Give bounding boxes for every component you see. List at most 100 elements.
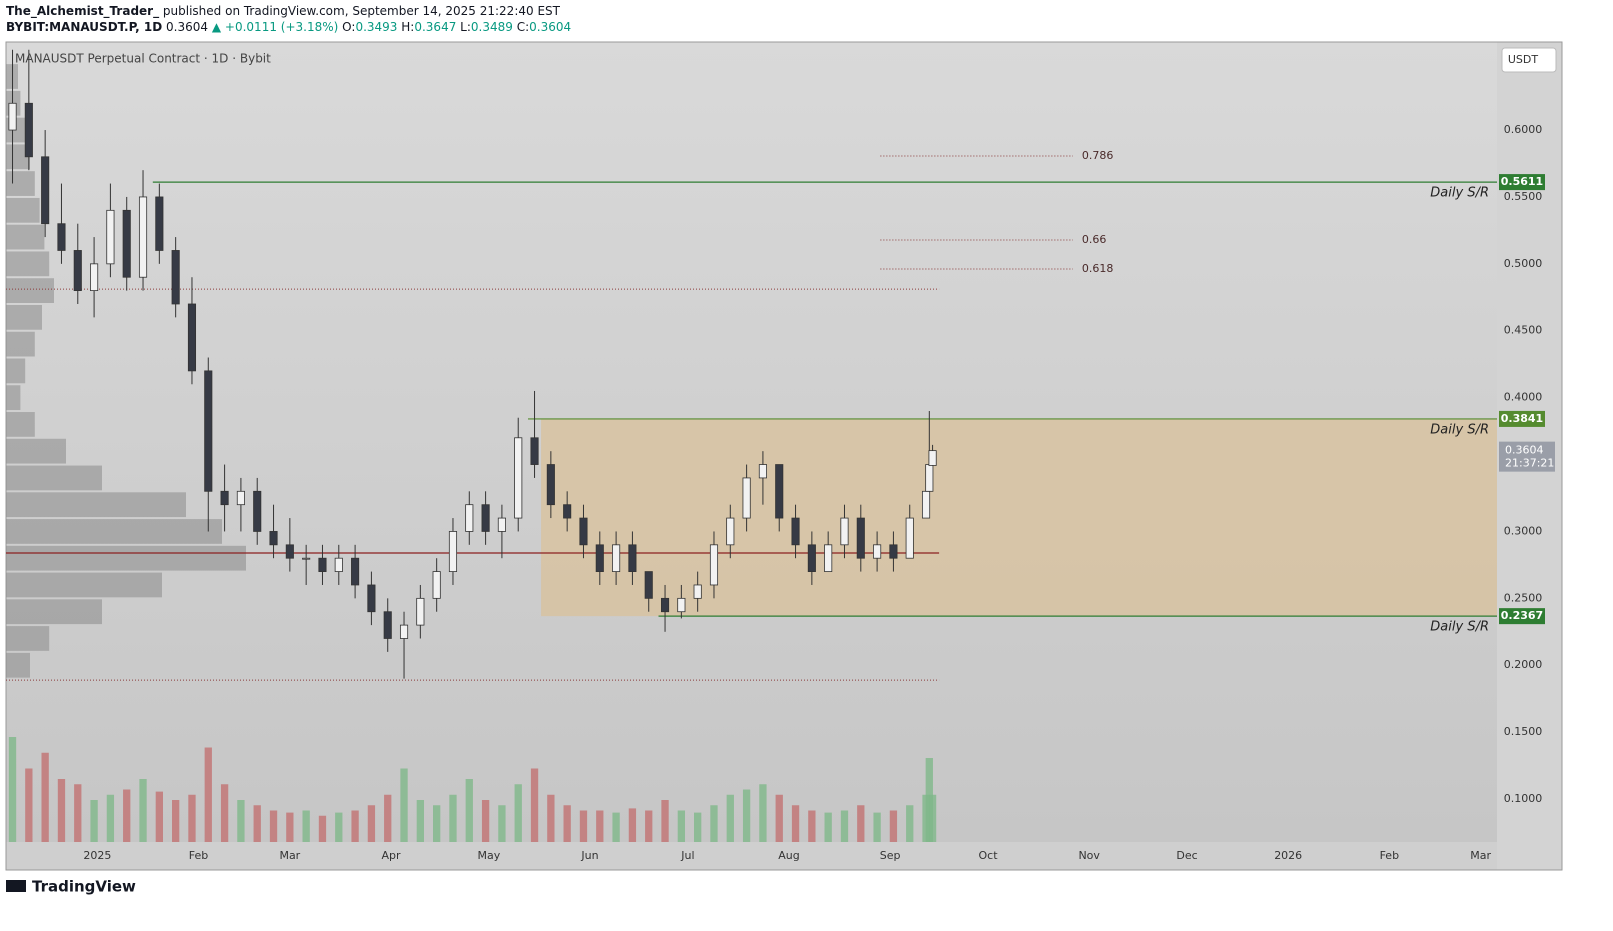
candle-body (399, 624, 409, 639)
volume-bar (318, 815, 327, 842)
volume-bar (384, 794, 392, 842)
volume-bar (41, 752, 49, 842)
volume-bar (481, 800, 490, 842)
brand: TradingView (32, 878, 136, 896)
candle-body (106, 209, 115, 265)
volume-bar (694, 812, 702, 842)
candle-body (921, 490, 931, 519)
c: 0.3604 (529, 20, 572, 34)
candle-body (514, 437, 523, 519)
candle-body (726, 517, 735, 546)
volume-bar (645, 810, 653, 842)
o: 0.3493 (355, 20, 398, 34)
sr-price-tag (1499, 608, 1545, 625)
volume-bar (808, 810, 816, 842)
candle-body (660, 597, 670, 613)
x-tick-label: Apr (381, 849, 401, 862)
volume-bar (791, 805, 800, 842)
sr-price-tag (1499, 410, 1545, 427)
price: 0.3604 (166, 20, 209, 34)
y-tick-label: 0.5000 (1504, 257, 1543, 270)
currency-button[interactable] (1501, 47, 1557, 73)
volume-profile-bar (6, 492, 186, 518)
y-tick-label: 0.1000 (1504, 792, 1543, 805)
candle-body (269, 531, 278, 546)
candle-body (8, 102, 17, 131)
l: 0.3489 (470, 20, 513, 34)
candle-body (220, 490, 229, 506)
volume-bar (172, 800, 180, 842)
chart-title: MANAUSDT Perpetual Contract · 1D · Bybit (15, 52, 271, 66)
candle-body (285, 544, 294, 559)
x-tick-label: Sep (880, 849, 901, 862)
time-axis (6, 842, 1497, 870)
author: The_Alchemist_Trader_ (6, 4, 160, 18)
y-tick-label: 0.6000 (1504, 123, 1543, 136)
candle-body (432, 571, 441, 599)
volume-bar (335, 812, 343, 842)
volume-bar (204, 747, 212, 842)
volume-bar (123, 789, 131, 842)
volume-bar (269, 810, 278, 842)
candle-body (595, 544, 604, 572)
candle-body (334, 557, 343, 572)
c-label: C: (516, 20, 530, 34)
volume-profile-bar (6, 224, 45, 250)
volume-bar (155, 791, 163, 842)
brand-logo: TradingView (6, 878, 136, 896)
volume-bar (351, 810, 359, 842)
x-tick-label: Jun (580, 849, 598, 862)
volume-bar (253, 805, 261, 842)
volume-profile-bar (6, 412, 35, 437)
candle-body (840, 517, 849, 546)
x-tick-label: Aug (778, 849, 799, 862)
candle-body (187, 303, 197, 372)
candle-body (563, 504, 572, 519)
volume-bar (220, 784, 229, 842)
volume-bar (8, 737, 17, 842)
volume-profile-bar (6, 278, 54, 303)
x-tick-label: 2025 (83, 849, 111, 862)
candle-body (481, 504, 490, 532)
last-price: 0.3604 (1505, 444, 1544, 457)
volume-bar (400, 768, 408, 842)
publish-line: The_Alchemist_Trader_ published on Tradi… (6, 4, 560, 18)
y-tick-label: 0.5500 (1504, 190, 1543, 203)
candle-body (383, 611, 392, 639)
candle-body (171, 250, 180, 305)
y-tick-label: 0.4000 (1504, 391, 1543, 404)
x-tick-label: Oct (979, 849, 999, 862)
x-tick-label: Feb (1380, 849, 1399, 862)
candle-body (448, 531, 458, 572)
volume-profile-bar (6, 465, 102, 491)
volume-bar (188, 794, 196, 842)
candle-body (530, 437, 539, 465)
volume-bar (759, 784, 767, 842)
candle-body (579, 517, 588, 546)
volume-profile-bar (6, 519, 222, 544)
sr-price-label: 0.5611 (1501, 175, 1543, 188)
candle-body (791, 517, 800, 546)
sr-text: Daily S/R (1430, 186, 1489, 201)
volume-bar (857, 805, 865, 842)
candle-body (236, 490, 245, 506)
y-tick-label: 0.2500 (1504, 591, 1543, 604)
candle-body (677, 597, 686, 613)
volume-bar (928, 794, 937, 842)
candle-body (73, 250, 82, 292)
volume-bar (726, 794, 734, 842)
candle-body (546, 464, 555, 506)
candle-body (628, 544, 637, 572)
volume-bar (286, 812, 294, 842)
candle-body (693, 584, 702, 599)
volume-bar (237, 800, 245, 842)
volume-bar (628, 808, 637, 842)
candle-body (204, 370, 213, 492)
candle-body (416, 597, 425, 626)
sr-text: Daily S/R (1430, 422, 1489, 437)
candle-body (155, 196, 164, 251)
candle-body (90, 263, 99, 292)
sr-text: Daily S/R (1430, 620, 1489, 635)
candle-body (122, 209, 131, 278)
